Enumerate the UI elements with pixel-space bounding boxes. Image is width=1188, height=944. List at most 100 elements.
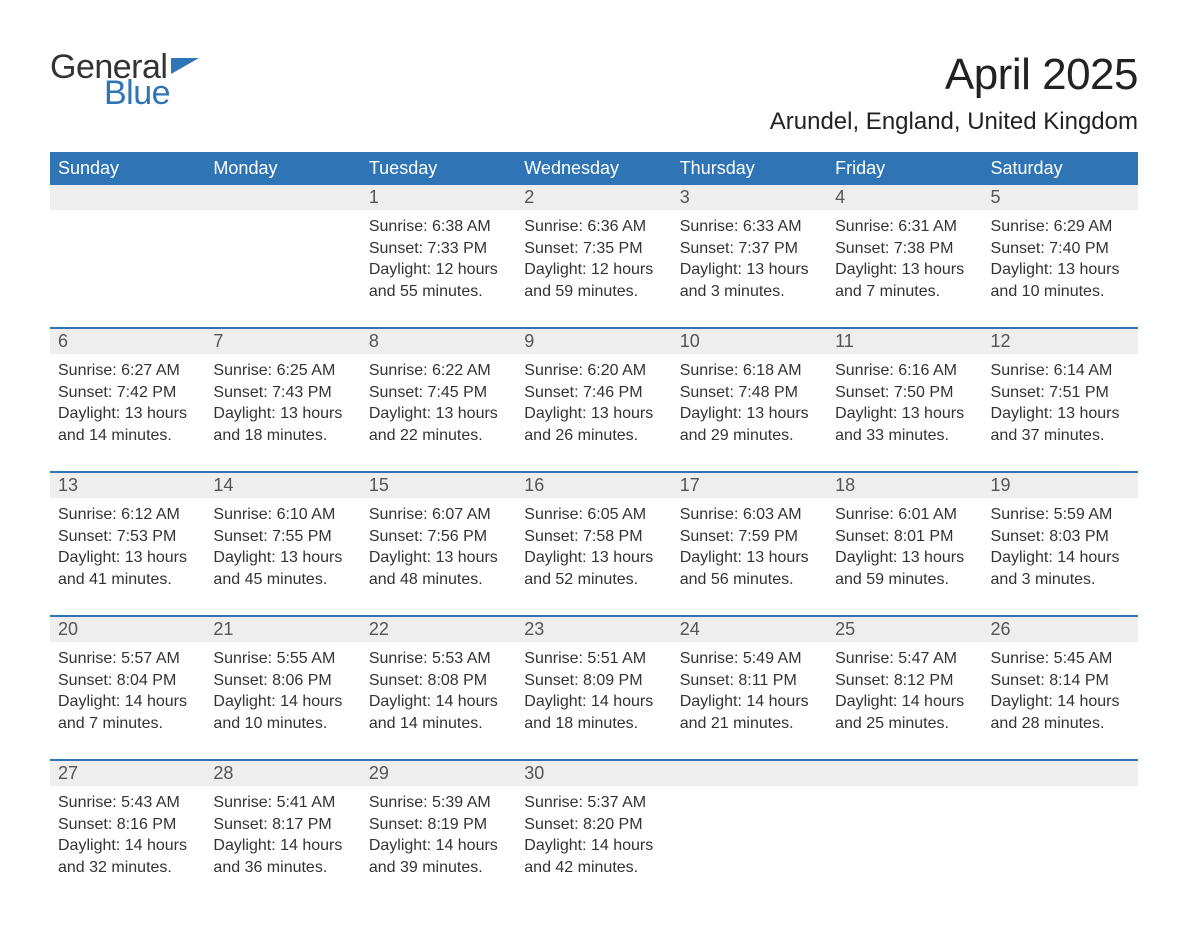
calendar-body: 12345Sunrise: 6:38 AMSunset: 7:33 PMDayl… [50,185,1138,904]
sunrise-text: Sunrise: 6:38 AM [369,216,508,238]
daylight-text: Daylight: 12 hours and 55 minutes. [369,259,508,302]
weekday-header: Sunday [50,152,205,185]
sunrise-text: Sunrise: 6:29 AM [991,216,1130,238]
sunset-text: Sunset: 7:53 PM [58,526,197,548]
sunrise-text: Sunrise: 6:27 AM [58,360,197,382]
day-number: 8 [361,328,516,354]
day-cell [827,786,982,904]
daylight-text: Daylight: 13 hours and 18 minutes. [213,403,352,446]
day-cell: Sunrise: 6:33 AMSunset: 7:37 PMDaylight:… [672,210,827,328]
calendar-page: General Blue April 2025 Arundel, England… [0,0,1188,944]
daylight-text: Daylight: 14 hours and 18 minutes. [524,691,663,734]
weekday-header: Tuesday [361,152,516,185]
daylight-text: Daylight: 14 hours and 21 minutes. [680,691,819,734]
day-number: 22 [361,616,516,642]
sunset-text: Sunset: 8:14 PM [991,670,1130,692]
sunrise-text: Sunrise: 5:59 AM [991,504,1130,526]
sunset-text: Sunset: 8:19 PM [369,814,508,836]
daylight-text: Daylight: 13 hours and 26 minutes. [524,403,663,446]
flag-icon [171,54,201,78]
day-cell [205,210,360,328]
daylight-text: Daylight: 13 hours and 7 minutes. [835,259,974,302]
day-number: 18 [827,472,982,498]
day-cell: Sunrise: 6:27 AMSunset: 7:42 PMDaylight:… [50,354,205,472]
day-number: 23 [516,616,671,642]
daylight-text: Daylight: 14 hours and 14 minutes. [369,691,508,734]
daylight-text: Daylight: 13 hours and 33 minutes. [835,403,974,446]
day-number: 15 [361,472,516,498]
daylight-text: Daylight: 13 hours and 48 minutes. [369,547,508,590]
sunrise-text: Sunrise: 6:14 AM [991,360,1130,382]
calendar-table: Sunday Monday Tuesday Wednesday Thursday… [50,152,1138,904]
day-number: 6 [50,328,205,354]
sunrise-text: Sunrise: 6:22 AM [369,360,508,382]
day-number [983,760,1138,786]
day-cell: Sunrise: 5:47 AMSunset: 8:12 PMDaylight:… [827,642,982,760]
day-cell: Sunrise: 6:38 AMSunset: 7:33 PMDaylight:… [361,210,516,328]
sunset-text: Sunset: 8:09 PM [524,670,663,692]
daynum-row: 12345 [50,185,1138,210]
content-row: Sunrise: 6:12 AMSunset: 7:53 PM Daylight:… [50,498,1138,616]
daynum-row: 27282930 [50,760,1138,786]
day-cell: Sunrise: 5:37 AMSunset: 8:20 PMDaylight:… [516,786,671,904]
day-cell: Sunrise: 6:25 AMSunset: 7:43 PMDaylight:… [205,354,360,472]
sunrise-text: Sunrise: 5:53 AM [369,648,508,670]
sunrise-text: Sunrise: 6:18 AM [680,360,819,382]
brand-logo: General Blue [50,50,201,110]
day-number: 21 [205,616,360,642]
day-cell: Sunrise: 6:29 AMSunset: 7:40 PMDaylight:… [983,210,1138,328]
sunset-text: Sunset: 7:42 PM [58,382,197,404]
sunrise-text: Sunrise: 5:45 AM [991,648,1130,670]
sunrise-text: Sunrise: 5:51 AM [524,648,663,670]
brand-line2: Blue [104,76,170,110]
sunset-text: Sunset: 7:59 PM [680,526,819,548]
day-number [827,760,982,786]
day-number: 4 [827,185,982,210]
sunset-text: Sunset: 7:51 PM [991,382,1130,404]
day-cell: Sunrise: 6:12 AMSunset: 7:53 PMDaylight:… [50,498,205,616]
sunrise-text: Sunrise: 5:37 AM [524,792,663,814]
day-number: 3 [672,185,827,210]
sunrise-text: Sunrise: 6:07 AM [369,504,508,526]
sunset-text: Sunset: 7:56 PM [369,526,508,548]
sunset-text: Sunset: 7:35 PM [524,238,663,260]
sunset-text: Sunset: 7:37 PM [680,238,819,260]
title-block: April 2025 Arundel, England, United King… [770,50,1138,148]
sunset-text: Sunset: 7:38 PM [835,238,974,260]
day-number: 20 [50,616,205,642]
day-cell: Sunrise: 6:36 AMSunset: 7:35 PMDaylight:… [516,210,671,328]
sunrise-text: Sunrise: 6:10 AM [213,504,352,526]
sunrise-text: Sunrise: 5:57 AM [58,648,197,670]
day-number: 24 [672,616,827,642]
daylight-text: Daylight: 13 hours and 10 minutes. [991,259,1130,302]
sunrise-text: Sunrise: 6:12 AM [58,504,197,526]
day-cell: Sunrise: 5:39 AMSunset: 8:19 PMDaylight:… [361,786,516,904]
day-cell [672,786,827,904]
content-row: Sunrise: 6:27 AMSunset: 7:42 PMDaylight:… [50,354,1138,472]
day-cell: Sunrise: 5:55 AMSunset: 8:06 PMDaylight:… [205,642,360,760]
day-number: 14 [205,472,360,498]
daylight-text: Daylight: 12 hours and 59 minutes. [524,259,663,302]
daylight-text: Daylight: 13 hours and 14 minutes. [58,403,197,446]
sunrise-text: Sunrise: 5:39 AM [369,792,508,814]
header: General Blue April 2025 Arundel, England… [50,50,1138,148]
sunset-text: Sunset: 8:11 PM [680,670,819,692]
day-number: 2 [516,185,671,210]
day-cell: Sunrise: 6:14 AMSunset: 7:51 PMDaylight:… [983,354,1138,472]
day-cell: Sunrise: 6:07 AMSunset: 7:56 PMDaylight:… [361,498,516,616]
day-number: 9 [516,328,671,354]
sunset-text: Sunset: 8:20 PM [524,814,663,836]
day-number: 26 [983,616,1138,642]
day-cell: Sunrise: 6:22 AMSunset: 7:45 PMDaylight:… [361,354,516,472]
day-number: 27 [50,760,205,786]
daylight-text: Daylight: 13 hours and 59 minutes. [835,547,974,590]
day-number: 28 [205,760,360,786]
day-cell [50,210,205,328]
day-cell: Sunrise: 6:16 AMSunset: 7:50 PMDaylight:… [827,354,982,472]
weekday-header: Thursday [672,152,827,185]
sunset-text: Sunset: 7:43 PM [213,382,352,404]
day-cell: Sunrise: 6:01 AMSunset: 8:01 PMDaylight:… [827,498,982,616]
daylight-text: Daylight: 14 hours and 10 minutes. [213,691,352,734]
weekday-header: Saturday [983,152,1138,185]
day-cell: Sunrise: 6:10 AMSunset: 7:55 PMDaylight:… [205,498,360,616]
